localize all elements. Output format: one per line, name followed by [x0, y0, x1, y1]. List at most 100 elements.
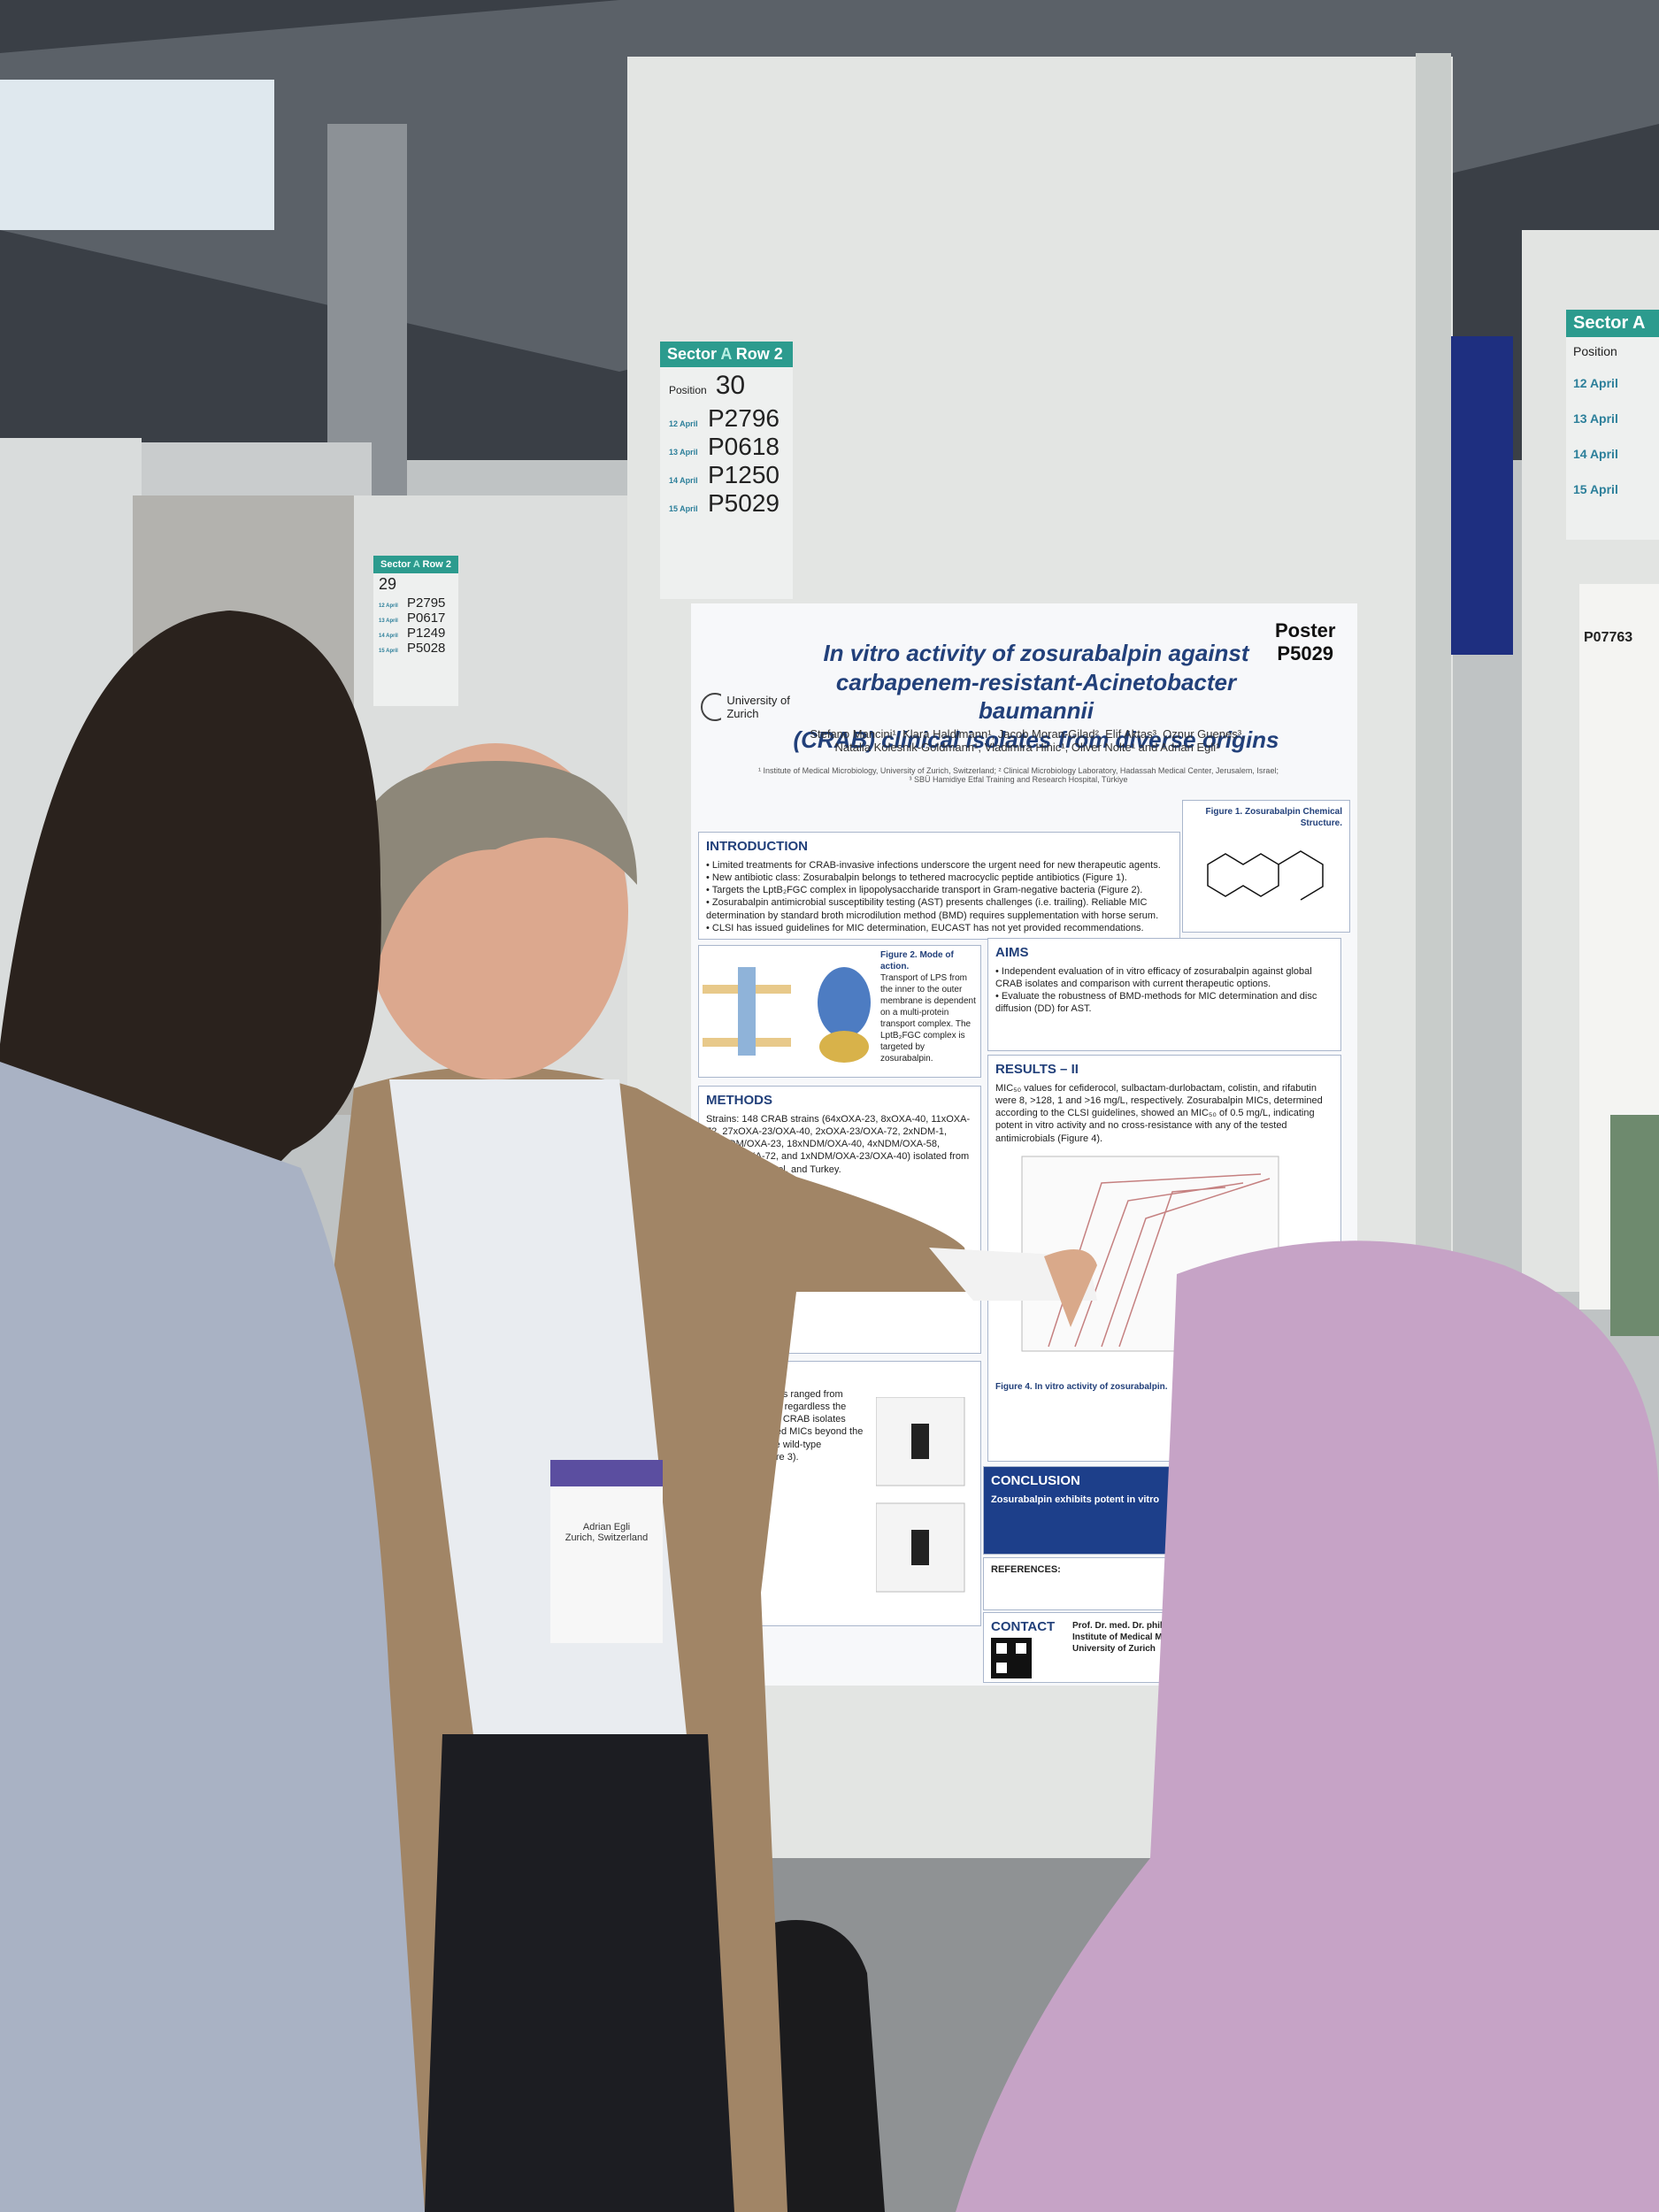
sign-code: P0617	[407, 611, 446, 626]
figure-caption: Figure 1. Zosurabalpin Chemical Structur…	[1205, 807, 1342, 828]
sign-date: 14 April	[669, 476, 698, 485]
sign-code: P1249	[407, 626, 446, 641]
visitor-hair	[0, 611, 381, 1177]
figure3-plots	[876, 1397, 965, 1593]
figure2-text: Figure 2. Mode of action. Transport of L…	[880, 949, 976, 1064]
aims-text: • Independent evaluation of in vitro eff…	[995, 965, 1333, 1016]
qr-code	[991, 1638, 1032, 1678]
section-heading: AIMS	[995, 945, 1029, 960]
sign-entry: 12 April P2795	[379, 595, 453, 611]
bullet: • Independent evaluation of in vitro eff…	[995, 965, 1312, 989]
sign-sector: Sector	[380, 559, 411, 570]
window-light	[0, 80, 274, 230]
sign-date: 14 April	[379, 634, 398, 639]
sign-entries: 12 April P2796 13 April P0618 14 April P1250 1…	[660, 404, 793, 518]
sign-entry: 14 April P1250	[669, 461, 784, 489]
poster-number: Poster P5029	[1275, 619, 1335, 665]
sign-date: 13 April	[669, 448, 698, 457]
sign-code: P0618	[708, 433, 780, 460]
sign-date: 12 April	[379, 603, 398, 609]
sign-row: Row	[422, 559, 443, 570]
sign-code: P2796	[708, 404, 780, 432]
affiliations: ¹ Institute of Medical Microbiology, Uni…	[709, 766, 1328, 784]
board-frame	[1416, 53, 1451, 1265]
logo-seal	[701, 693, 722, 721]
affiliation-line: ¹ Institute of Medical Microbiology, Uni…	[758, 766, 1279, 775]
badge-place: Zurich, Switzerland	[565, 1532, 649, 1543]
next-poster-table	[1610, 1115, 1659, 1336]
sign-date: 12 April	[669, 419, 698, 428]
title-line: (CRAB) clinical isolates from diverse or…	[793, 726, 1279, 753]
name-badge: Adrian Egli Zurich, Switzerland	[550, 1460, 663, 1643]
title-line: carbapenem-resistant-Acinetobacter bauma…	[835, 668, 1237, 725]
poster-id: P5029	[1277, 642, 1334, 664]
title-line: In vitro activity of zosurabalpin agains…	[823, 640, 1249, 666]
sign-date: 13 April	[1573, 411, 1618, 426]
sign-position: 29	[379, 575, 397, 593]
sign-date: 15 April	[669, 504, 698, 513]
author-line: Natalia Kolesnik-Goldmann¹, Vladimira Hi…	[834, 741, 1220, 754]
figure-caption: Figure 4. In vitro activity of zosurabal…	[995, 1382, 1168, 1393]
poster-id: P07763	[1584, 630, 1633, 645]
figure-text: Transport of LPS from the inner to the o…	[880, 973, 976, 1064]
bullet: • Zosurabalpin antimicrobial susceptibil…	[706, 897, 1159, 921]
figure1-box: Figure 1. Zosurabalpin Chemical Structur…	[1182, 800, 1350, 933]
bullet: • New antibiotic class: Zosurabalpin bel…	[706, 872, 1127, 883]
university-name: University of Zurich	[726, 694, 790, 720]
section-heading: CONTACT	[991, 1619, 1056, 1634]
sign-row-num: 2	[773, 345, 783, 363]
sign-sector-letter: A	[412, 559, 420, 570]
sign-position-label: Position	[669, 384, 707, 396]
section-heading: INTRODUCTION	[706, 839, 808, 854]
conclusion-text: Zosurabalpin exhibits potent in vitro	[991, 1494, 1160, 1505]
sign-row: Row	[735, 345, 770, 363]
sign-entry: 14 April P1249	[379, 626, 453, 641]
chemical-structure	[1207, 850, 1324, 901]
sign-dates: 12 April 13 April 14 April 15 April	[1566, 365, 1659, 507]
sign-position: 30	[715, 371, 746, 400]
sign-entry: 13 April P0618	[669, 433, 784, 461]
references-heading: REFERENCES:	[991, 1564, 1061, 1575]
sign-entries: 12 April P2795 13 April P0617 14 April P1249 1…	[373, 595, 458, 656]
introduction-text: • Limited treatments for CRAB-invasive i…	[706, 859, 1172, 935]
contact-line: Institute of Medical Microbi	[1072, 1632, 1187, 1642]
position-sign: Sector A Position 12 April 13 April 14 Apr…	[1566, 310, 1659, 540]
contact-line: University of Zurich	[1072, 1644, 1156, 1654]
sign-date: 14 April	[1573, 447, 1618, 461]
poster-title: In vitro activity of zosurabalpin agains…	[788, 639, 1284, 754]
sign-sector: Sector	[667, 345, 718, 363]
position-sign: Sector A Row 2 Position 30 12 April P2796 1…	[660, 342, 793, 599]
figure2-box: Figure 2. Mode of action. Transport of L…	[698, 945, 981, 1078]
sign-entry: 12 April P2796	[669, 404, 784, 433]
bullet: • Limited treatments for CRAB-invasive i…	[706, 859, 1161, 871]
university-logo: University of Zurich	[700, 692, 797, 722]
badge-name: Adrian Egli	[582, 1522, 631, 1532]
sign-date: 15 April	[379, 649, 398, 654]
results2-text: MIC₅₀ values for cefiderocol, sulbactam-…	[995, 1082, 1323, 1144]
sign-code: P5029	[708, 489, 780, 517]
sign-entry: 15 April P5028	[379, 641, 453, 656]
presenter-hair	[352, 761, 637, 956]
position-sign: Sector A Row 2 29 12 April P2795 13 April P…	[373, 556, 458, 706]
sign-code: P2795	[407, 595, 446, 611]
section-heading: METHODS	[706, 1093, 772, 1108]
authors: Stefano Mancini¹, Klara Haldimann¹, Jaco…	[744, 727, 1310, 754]
sign-sector-letter: A	[720, 345, 732, 363]
bullet: • Targets the LptB₂FGC complex in lipopo…	[706, 885, 1143, 896]
sign-code: P1250	[708, 461, 780, 488]
sign-entry: 15 April P5029	[669, 489, 784, 518]
sign-date: 15 April	[1573, 482, 1618, 496]
bullet: • Evaluate the robustness of BMD-methods…	[995, 991, 1317, 1015]
sign-date: 12 April	[1573, 376, 1618, 390]
author-line: Stefano Mancini¹, Klara Haldimann¹, Jaco…	[810, 727, 1245, 741]
bullet: • CLSI has issued guidelines for MIC det…	[706, 922, 1144, 933]
blue-panel	[1451, 336, 1513, 655]
affiliation-line: ³ SBÜ Hamidiye Etfal Training and Resear…	[909, 775, 1128, 784]
sign-sector: Sector A	[1566, 310, 1659, 337]
sign-code: P5028	[407, 641, 446, 656]
presenter-hand	[1044, 1249, 1097, 1327]
introduction-box: INTRODUCTION • Limited treatments for CR…	[698, 832, 1180, 940]
section-heading: CONCLUSION	[991, 1473, 1080, 1488]
